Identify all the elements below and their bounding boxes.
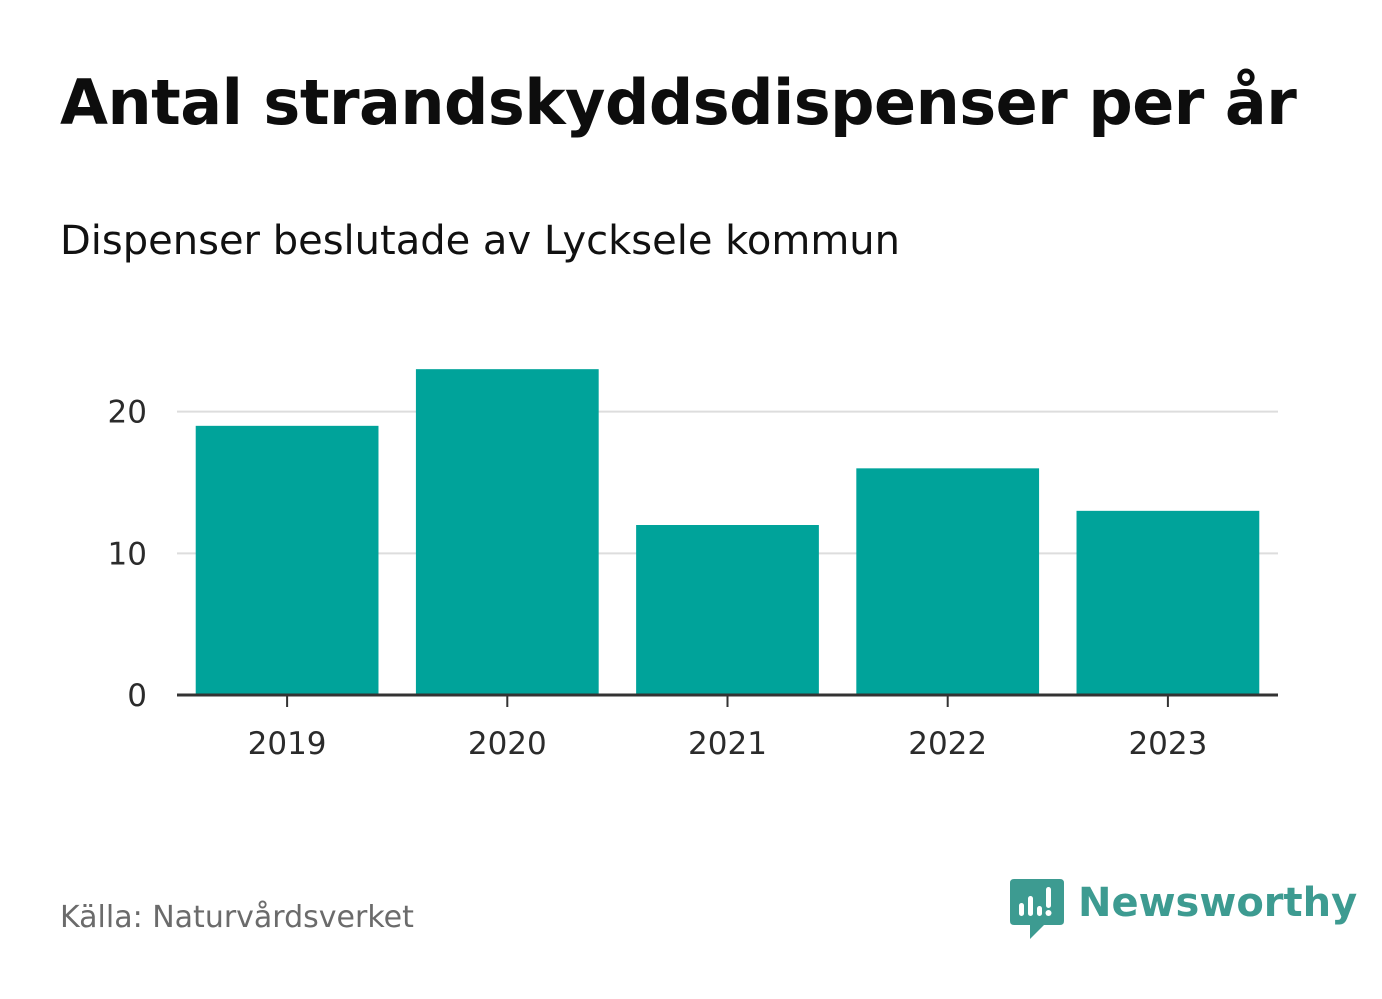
bar-2021 xyxy=(636,525,819,695)
y-tick-label: 20 xyxy=(108,395,147,431)
source-note: Källa: Naturvårdsverket xyxy=(60,900,414,935)
newsworthy-logo-icon xyxy=(1010,879,1064,939)
bar-2020 xyxy=(415,369,599,695)
x-tick-label: 2020 xyxy=(468,726,547,762)
chart-subtitle: Dispenser beslutade av Lycksele kommun xyxy=(60,218,900,264)
chart-title: Antal strandskyddsdispenser per år xyxy=(60,66,1297,139)
bars xyxy=(195,369,1260,695)
bar-2023 xyxy=(1076,510,1260,695)
x-tick-label: 2022 xyxy=(908,726,987,762)
bar-2022 xyxy=(856,468,1040,695)
newsworthy-logo-text: Newsworthy xyxy=(1078,880,1358,926)
newsworthy-logo: Newsworthy xyxy=(1010,878,1357,942)
bar-2019 xyxy=(195,425,379,695)
y-tick-label: 0 xyxy=(127,678,147,714)
axes: 0 10 20 2019 2020 2021 2022 2023 xyxy=(108,395,1278,762)
x-tick-label: 2019 xyxy=(248,726,327,762)
y-tick-label: 10 xyxy=(108,536,147,572)
x-tick-label: 2023 xyxy=(1128,726,1207,762)
x-tick-label: 2021 xyxy=(688,726,767,762)
